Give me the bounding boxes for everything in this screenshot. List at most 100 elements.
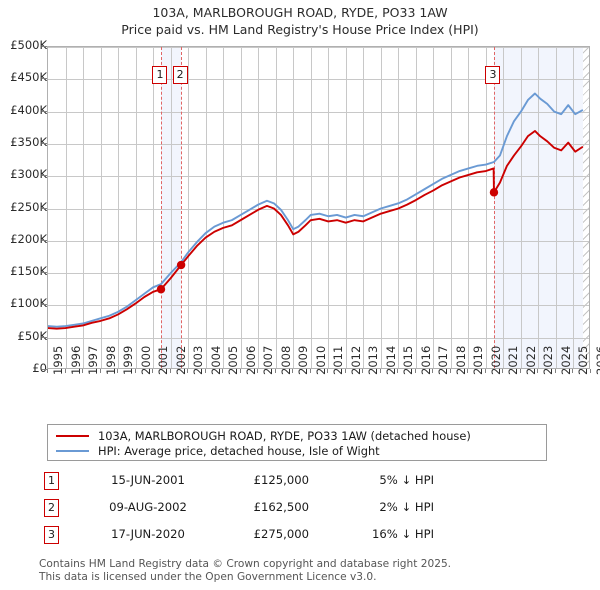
gridline-vertical: [468, 47, 469, 368]
gridline-vertical: [83, 47, 84, 368]
gridline-horizontal: [48, 209, 589, 210]
plot-frame: [47, 46, 590, 369]
x-axis-tick: [205, 369, 206, 373]
gridline-horizontal: [48, 241, 589, 242]
x-axis-tick: [222, 369, 223, 373]
y-axis-tick: [42, 46, 47, 47]
chart-series-layer: [48, 92, 584, 330]
gridline-horizontal: [48, 112, 589, 113]
y-axis-tick-label: £200K: [10, 231, 47, 246]
x-axis-tick-label: 2002: [173, 345, 188, 375]
chart-legend: 103A, MARLBOROUGH ROAD, RYDE, PO33 1AW (…: [47, 424, 547, 461]
y-axis-tick-label: £500K: [10, 38, 47, 52]
gridline-vertical: [433, 47, 434, 368]
transaction-price: £162,500: [253, 500, 309, 514]
chart-marker-badge-1[interactable]: 1: [152, 66, 168, 85]
x-axis-tick-label: 2016: [418, 345, 433, 375]
legend-label-hpi: HPI: Average price, detached house, Isle…: [98, 443, 380, 458]
x-axis-tick-label: 2010: [313, 345, 328, 375]
gridline-horizontal: [48, 144, 589, 145]
x-axis-tick: [292, 369, 293, 373]
y-axis-tick-label: £350K: [10, 134, 47, 149]
x-axis-tick: [240, 369, 241, 373]
x-axis-tick: [590, 369, 591, 373]
transaction-hpi-delta: 16% ↓ HPI: [372, 527, 434, 541]
x-axis-tick: [572, 369, 573, 373]
gridline-vertical: [503, 47, 504, 368]
legend-swatch-hpi: [56, 449, 89, 452]
gridline-vertical: [293, 47, 294, 368]
transaction-index-badge: 2: [44, 499, 59, 517]
gridline-vertical: [346, 47, 347, 368]
x-axis-tick-label: 2017: [436, 345, 451, 375]
x-axis-tick-label: 2003: [191, 345, 206, 375]
gridline-vertical: [538, 47, 539, 368]
x-axis-tick-label: 2026: [594, 345, 600, 375]
legend-swatch-price-paid: [56, 435, 89, 438]
x-axis-tick-label: 2015: [401, 345, 416, 375]
gridline-vertical: [101, 47, 102, 368]
x-axis-tick: [117, 369, 118, 373]
gridline-vertical: [241, 47, 242, 368]
x-axis-tick: [485, 369, 486, 373]
legend-label-price-paid: 103A, MARLBOROUGH ROAD, RYDE, PO33 1AW (…: [98, 429, 471, 444]
gridline-horizontal: [48, 273, 589, 274]
x-axis-tick: [450, 369, 451, 373]
series-line: [48, 130, 584, 330]
x-axis-tick-label: 1999: [121, 345, 136, 375]
gridline-vertical: [223, 47, 224, 368]
chart-marker-badge-3[interactable]: 3: [485, 66, 501, 85]
y-axis-tick-label: £150K: [10, 264, 47, 279]
y-axis-tick: [42, 208, 47, 209]
y-axis-tick-label: £100K: [10, 296, 47, 311]
gridline-vertical: [451, 47, 452, 368]
transaction-point-3[interactable]: [489, 188, 499, 197]
legend-item-price-paid: 103A, MARLBOROUGH ROAD, RYDE, PO33 1AW (…: [56, 429, 546, 444]
x-axis-tick-label: 2012: [348, 345, 363, 375]
gridline-vertical: [258, 47, 259, 368]
page-title: 103A, MARLBOROUGH ROAD, RYDE, PO33 1AW: [152, 5, 448, 20]
gridline-vertical: [276, 47, 277, 368]
chart-marker-badge-2[interactable]: 2: [172, 66, 188, 85]
transaction-price: £275,000: [253, 527, 309, 541]
y-axis-tick-label: £250K: [10, 199, 47, 214]
gridline-vertical: [206, 47, 207, 368]
gridline-vertical: [573, 47, 574, 368]
transaction-point-1[interactable]: [156, 285, 166, 294]
table-row: 2 09-AUG-2002 £162,500 2% ↓ HPI: [44, 497, 464, 524]
transaction-marker-line-1: [160, 47, 162, 368]
gridline-horizontal: [48, 338, 589, 339]
transaction-price: £125,000: [253, 473, 309, 487]
gridline-horizontal: [48, 176, 589, 177]
y-axis-tick-label: £450K: [10, 70, 47, 85]
x-axis-tick-label: 2018: [453, 345, 468, 375]
x-axis-tick: [170, 369, 171, 373]
gridline-horizontal: [48, 47, 589, 48]
x-axis-tick-label: 2023: [541, 345, 556, 375]
x-axis-tick-label: 2022: [523, 345, 538, 375]
y-axis-tick: [42, 304, 47, 305]
x-axis-tick: [257, 369, 258, 373]
y-axis-tick: [42, 240, 47, 241]
x-axis-tick-label: 1998: [103, 345, 118, 375]
y-axis-tick: [42, 175, 47, 176]
x-axis-tick-label: 2000: [138, 345, 153, 375]
y-axis-tick: [42, 272, 47, 273]
page-subtitle: Price paid vs. HM Land Registry's House …: [121, 22, 479, 37]
x-axis-tick-label: 2013: [366, 345, 381, 375]
x-axis-tick: [397, 369, 398, 373]
gridline-vertical: [363, 47, 364, 368]
x-axis-tick-label: 2007: [261, 345, 276, 375]
x-axis-tick-label: 2024: [558, 345, 573, 375]
transaction-point-2[interactable]: [176, 260, 186, 270]
x-axis-tick: [310, 369, 311, 373]
x-axis-tick-label: 2014: [383, 345, 398, 375]
gridline-vertical: [328, 47, 329, 368]
x-axis-tick-label: 2006: [243, 345, 258, 375]
x-axis-tick: [152, 369, 153, 373]
y-axis-tick: [42, 111, 47, 112]
transaction-marker-line-3: [493, 47, 495, 368]
y-axis-tick: [42, 337, 47, 338]
x-axis-tick: [327, 369, 328, 373]
x-axis-tick: [502, 369, 503, 373]
